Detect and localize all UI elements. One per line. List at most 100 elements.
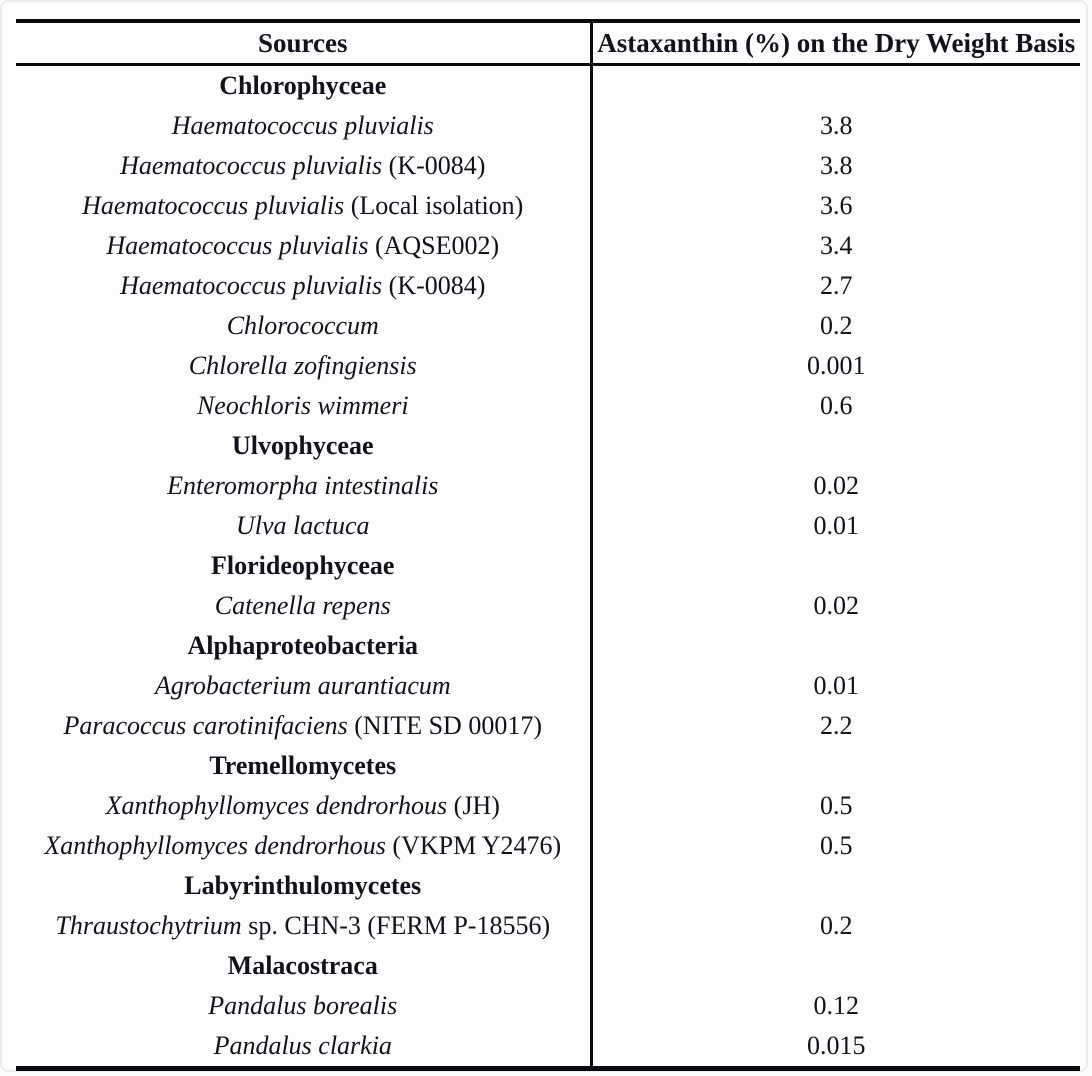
table-row: Chlorococcum 0.2 xyxy=(16,306,1080,346)
table-group-row: Tremellomycetes xyxy=(16,746,1080,786)
group-value-empty xyxy=(591,65,1080,107)
species-name: Xanthophyllomyces dendrorhous xyxy=(44,831,386,860)
table-body: Chlorophyceae Haematococcus pluvialis 3.… xyxy=(16,64,1080,1069)
table-row: Pandalus borealis 0.12 xyxy=(16,986,1080,1026)
species-suffix: (AQSE002) xyxy=(368,231,500,260)
table-row: Haematococcus pluvialis (K-0084) 3.8 xyxy=(16,146,1080,186)
astaxanthin-value: 0.5 xyxy=(820,831,853,860)
astaxanthin-value: 2.7 xyxy=(820,271,853,300)
species-name: Ulva lactuca xyxy=(235,511,370,540)
group-value-empty xyxy=(591,946,1080,986)
table-header-row: Sources Astaxanthin (%) on the Dry Weigh… xyxy=(16,21,1080,66)
astaxanthin-value: 3.4 xyxy=(820,231,853,260)
species-name: Thraustochytrium xyxy=(55,911,242,940)
species-name: Pandalus borealis xyxy=(208,991,398,1020)
species-suffix: (K-0084) xyxy=(382,151,486,180)
table-row: Ulva lactuca 0.01 xyxy=(16,506,1080,546)
species-suffix: (K-0084) xyxy=(382,271,486,300)
species-name-cell: Chlorella zofingiensis xyxy=(16,346,593,386)
table-row: Chlorella zofingiensis 0.001 xyxy=(16,346,1080,386)
species-name-cell: Ulva lactuca xyxy=(16,506,593,546)
column-header-sources: Sources xyxy=(16,21,593,66)
species-name: Haematococcus pluvialis xyxy=(120,271,383,300)
species-name-cell: Haematococcus pluvialis (K-0084) xyxy=(16,146,593,186)
species-name: Chlorococcum xyxy=(226,311,379,340)
table-row: Enteromorpha intestinalis 0.02 xyxy=(16,466,1080,506)
astaxanthin-value: 0.2 xyxy=(820,911,853,940)
astaxanthin-value: 0.02 xyxy=(813,591,860,620)
species-suffix: (VKPM Y2476) xyxy=(385,831,562,860)
species-suffix: sp. CHN-3 (FERM P-18556) xyxy=(241,911,551,940)
species-name-cell: Agrobacterium aurantiacum xyxy=(16,666,593,706)
astaxanthin-value: 3.8 xyxy=(820,111,853,140)
group-label: Chlorophyceae xyxy=(16,64,593,106)
astaxanthin-value: 2.2 xyxy=(820,711,853,740)
table-row: Haematococcus pluvialis 3.8 xyxy=(16,106,1080,146)
astaxanthin-value: 0.001 xyxy=(807,351,866,380)
table-row: Pandalus clarkia 0.015 xyxy=(16,1026,1080,1069)
astaxanthin-sources-table: Sources Astaxanthin (%) on the Dry Weigh… xyxy=(16,19,1080,1071)
astaxanthin-value: 0.6 xyxy=(820,391,853,420)
species-name-cell: Neochloris wimmeri xyxy=(16,386,593,426)
species-name: Haematococcus pluvialis xyxy=(171,111,434,140)
astaxanthin-value: 0.2 xyxy=(820,311,853,340)
species-name: Xanthophyllomyces dendrorhous xyxy=(105,791,448,820)
table-row: Agrobacterium aurantiacum 0.01 xyxy=(16,666,1080,706)
astaxanthin-value: 3.8 xyxy=(820,151,853,180)
species-name: Paracoccus carotinifaciens xyxy=(63,711,348,740)
group-label: Florideophyceae xyxy=(16,546,593,586)
species-name-cell: Chlorococcum xyxy=(16,306,593,346)
species-suffix: (NITE SD 00017) xyxy=(347,711,542,740)
species-name-cell: Haematococcus pluvialis (Local isolation… xyxy=(16,186,593,226)
table-row: Catenella repens 0.02 xyxy=(16,586,1080,626)
group-value-empty xyxy=(591,546,1080,586)
species-suffix: (JH) xyxy=(447,791,500,820)
table-group-row: Labyrinthulomycetes xyxy=(16,866,1080,906)
species-name-cell: Haematococcus pluvialis (K-0084) xyxy=(16,266,593,306)
astaxanthin-value: 0.12 xyxy=(813,991,860,1020)
species-name: Pandalus clarkia xyxy=(213,1031,392,1060)
table-row: Xanthophyllomyces dendrorhous (VKPM Y247… xyxy=(16,826,1080,866)
species-name-cell: Haematococcus pluvialis (AQSE002) xyxy=(16,226,593,266)
group-label: Labyrinthulomycetes xyxy=(16,866,593,906)
table-group-row: Chlorophyceae xyxy=(16,64,1080,107)
species-suffix: (Local isolation) xyxy=(344,191,524,220)
group-value-empty xyxy=(591,746,1080,786)
astaxanthin-value: 0.5 xyxy=(820,791,853,820)
astaxanthin-value: 0.01 xyxy=(813,671,860,700)
species-name-cell: Pandalus borealis xyxy=(16,986,593,1026)
species-name: Catenella repens xyxy=(214,591,391,620)
table-row: Haematococcus pluvialis (AQSE002) 3.4 xyxy=(16,226,1080,266)
group-label: Alphaproteobacteria xyxy=(16,626,593,666)
table-row: Neochloris wimmeri 0.6 xyxy=(16,386,1080,426)
species-name: Haematococcus pluvialis xyxy=(120,151,383,180)
group-label: Ulvophyceae xyxy=(16,426,593,466)
table-row: Xanthophyllomyces dendrorhous (JH) 0.5 xyxy=(16,786,1080,826)
group-label: Malacostraca xyxy=(16,946,593,986)
species-name: Neochloris wimmeri xyxy=(196,391,409,420)
species-name: Enteromorpha intestinalis xyxy=(167,471,439,500)
table-row: Haematococcus pluvialis (Local isolation… xyxy=(16,186,1080,226)
species-name: Haematococcus pluvialis xyxy=(82,191,345,220)
group-value-empty xyxy=(591,626,1080,666)
astaxanthin-value: 0.01 xyxy=(813,511,860,540)
table-group-row: Malacostraca xyxy=(16,946,1080,986)
astaxanthin-value: 0.02 xyxy=(813,471,860,500)
species-name-cell: Enteromorpha intestinalis xyxy=(16,466,593,506)
table-row: Paracoccus carotinifaciens (NITE SD 0001… xyxy=(16,706,1080,746)
species-name: Chlorella zofingiensis xyxy=(188,351,417,380)
species-name-cell: Haematococcus pluvialis xyxy=(16,106,593,146)
species-name-cell: Paracoccus carotinifaciens (NITE SD 0001… xyxy=(16,706,593,746)
species-name-cell: Xanthophyllomyces dendrorhous (JH) xyxy=(16,786,593,826)
column-header-astaxanthin-percent: Astaxanthin (%) on the Dry Weight Basis xyxy=(591,21,1080,66)
astaxanthin-value: 3.6 xyxy=(820,191,853,220)
group-label: Tremellomycetes xyxy=(16,746,593,786)
species-name-cell: Pandalus clarkia xyxy=(16,1026,593,1069)
astaxanthin-value: 0.015 xyxy=(807,1031,866,1060)
table-row: Haematococcus pluvialis (K-0084) 2.7 xyxy=(16,266,1080,306)
group-value-empty xyxy=(591,426,1080,466)
species-name: Agrobacterium aurantiacum xyxy=(154,671,451,700)
species-name-cell: Xanthophyllomyces dendrorhous (VKPM Y247… xyxy=(16,826,593,866)
table-header: Sources Astaxanthin (%) on the Dry Weigh… xyxy=(16,21,1080,66)
